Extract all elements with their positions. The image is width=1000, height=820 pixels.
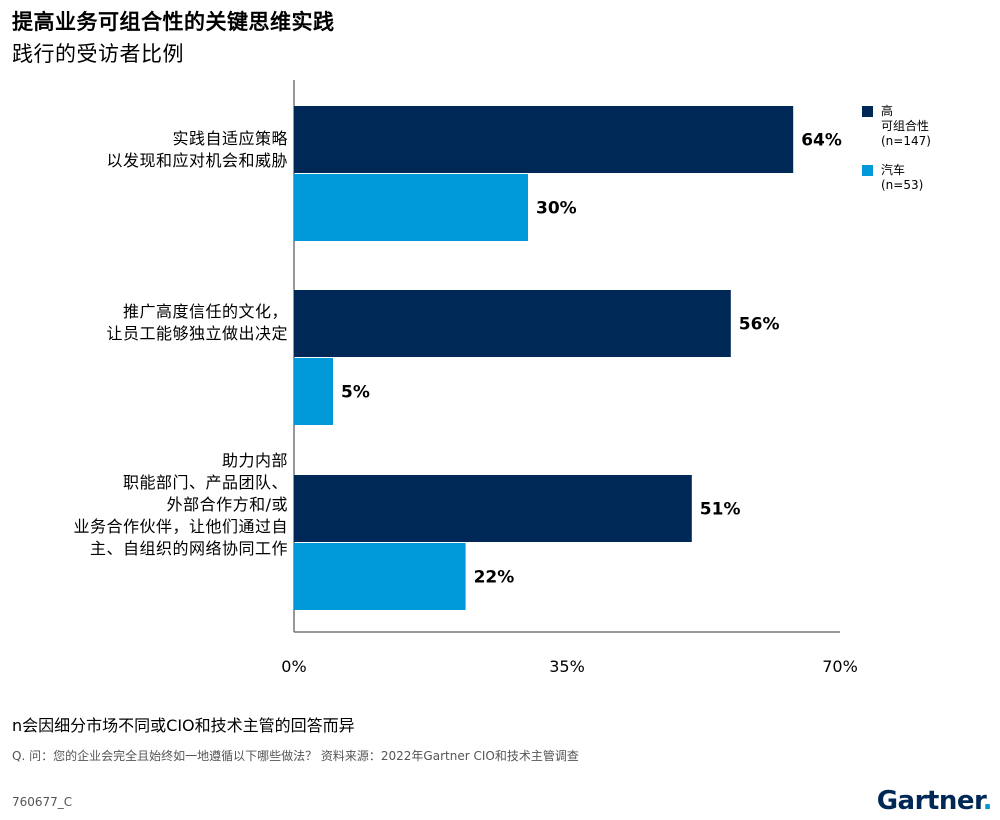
footnote-question-source: Q. 问：您的企业会完全且始终如一地遵循以下哪些做法？ 资料来源：2022年Ga…: [12, 749, 579, 763]
bar-high-composability: [294, 106, 794, 173]
category-label-line: 主、自组织的网络协同工作: [89, 539, 288, 558]
category-label-line: 业务合作伙伴，让他们通过自: [73, 517, 288, 536]
category-label-line: 外部合作方和/或: [166, 495, 288, 514]
legend-label-line: 可组合性: [881, 119, 930, 133]
legend-label-line: (n=53): [881, 178, 924, 192]
legend-swatch: [862, 165, 873, 176]
bar-value-label: 64%: [801, 131, 842, 151]
bar-high-composability: [294, 475, 692, 542]
bar-value-label: 5%: [341, 383, 370, 403]
chart-subtitle: 践行的受访者比例: [12, 42, 184, 66]
legend-label-line: (n=147): [881, 134, 931, 148]
x-tick-label: 35%: [549, 657, 585, 676]
category-label-line: 职能部门、产品团队、: [122, 473, 288, 492]
bar-automotive: [294, 543, 466, 610]
bar-value-label: 56%: [739, 315, 780, 335]
chart-title: 提高业务可组合性的关键思维实践: [12, 10, 335, 34]
legend-swatch: [862, 106, 873, 117]
category-label: 实践自适应策略以发现和应对机会和威胁: [106, 128, 288, 172]
category-label-line: 实践自适应策略: [172, 129, 288, 148]
bar-automotive: [294, 174, 528, 241]
category-label-line: 让员工能够独立做出决定: [106, 324, 288, 343]
legend-label-line: 汽车: [881, 163, 906, 177]
footnote-sample-size: n会因细分市场不同或CIO和技术主管的回答而异: [12, 716, 355, 735]
x-tick-label: 70%: [822, 657, 858, 676]
bar-value-label: 51%: [700, 500, 741, 520]
category-label-line: 助力内部: [221, 451, 288, 470]
category-label: 助力内部职能部门、产品团队、外部合作方和/或业务合作伙伴，让他们通过自主、自组织…: [73, 450, 288, 560]
category-label-line: 推广高度信任的文化，: [122, 302, 288, 321]
bar-value-label: 30%: [536, 199, 577, 219]
legend-label: 汽车 (n=53): [881, 163, 923, 193]
bar-high-composability: [294, 290, 731, 357]
brand-name: Gartner: [876, 786, 983, 816]
category-label: 推广高度信任的文化， 让员工能够独立做出决定: [106, 301, 288, 345]
bar-chart: 0% 35% 70% 64% 30% 56% 5% 51% 22%: [281, 80, 858, 676]
figure-code: 760677_C: [12, 795, 73, 809]
brand-dot: .: [982, 786, 993, 816]
bar-automotive: [294, 358, 333, 425]
gartner-logo: Gartner.: [876, 786, 993, 816]
x-tick-label: 0%: [281, 657, 306, 676]
bar-value-label: 22%: [474, 568, 515, 588]
legend-label: 高可组合性 (n=147): [881, 104, 931, 149]
legend-label-line: 高: [881, 104, 894, 118]
category-label-line: 以发现和应对机会和威胁: [106, 151, 288, 170]
